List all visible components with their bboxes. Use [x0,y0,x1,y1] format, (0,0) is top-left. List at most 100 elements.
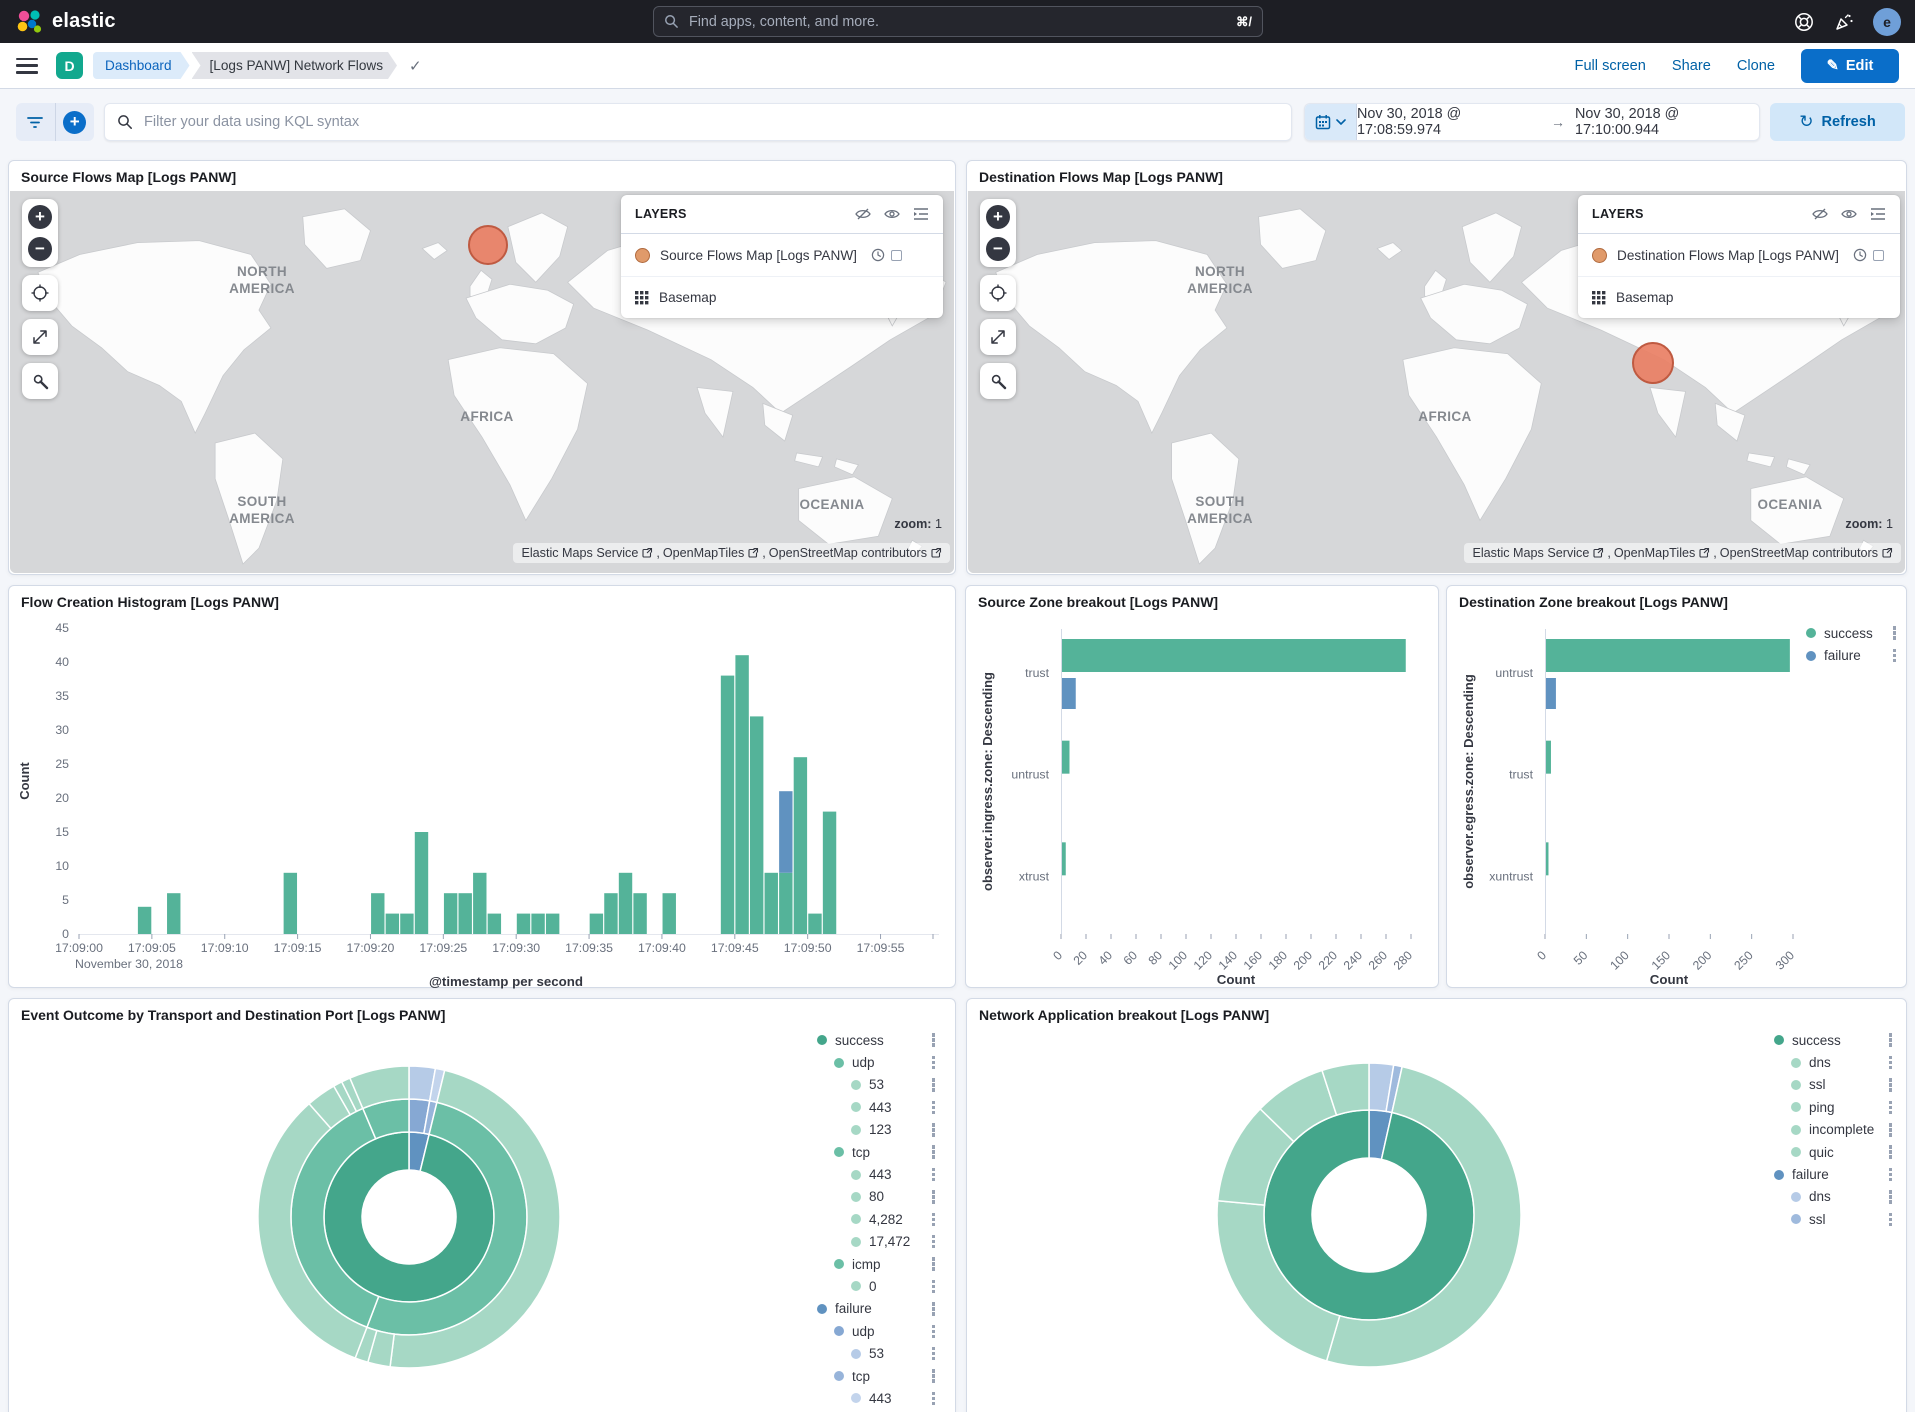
source-map-canvas[interactable]: NORTHAMERICA AFRICA SOUTHAMERICA OCEANIA… [10,191,954,573]
attribution-link[interactable]: OpenMapTiles [1614,546,1695,560]
bar-failure[interactable] [1546,678,1556,709]
legend-item-menu-icon[interactable] [930,1031,938,1049]
legend-item-menu-icon[interactable] [1887,1054,1895,1072]
layer-item-basemap[interactable]: Basemap [1578,276,1900,318]
expand-button[interactable] [980,319,1016,355]
legend-item[interactable]: 443 [813,1387,937,1409]
fullscreen-link[interactable]: Full screen [1575,58,1646,74]
histogram-bar[interactable] [473,873,486,934]
map-tools-button[interactable] [980,363,1016,399]
legend-item[interactable]: failure [813,1298,937,1320]
sunburst-slice-success[interactable] [324,1132,494,1302]
kql-input[interactable] [142,113,1279,131]
global-search-input[interactable] [687,13,1228,31]
histogram-bar[interactable] [386,914,399,934]
histogram-bar[interactable] [517,914,530,934]
histogram-bar[interactable] [735,655,748,934]
legend-item[interactable]: udp [813,1051,937,1073]
edit-button[interactable]: ✎ Edit [1801,49,1899,83]
legend-item[interactable]: icmp [813,1253,937,1275]
histogram-bar[interactable] [488,914,501,934]
histogram-bar[interactable] [167,893,180,934]
legend-item-menu-icon[interactable] [930,1166,938,1184]
histogram-bar[interactable] [633,893,646,934]
histogram-bar[interactable] [750,716,763,934]
attribution-link[interactable]: Elastic Maps Service [1472,546,1589,560]
legend-item[interactable]: dns [1770,1186,1894,1208]
legend-item[interactable]: failure [1802,644,1898,666]
legend-item-menu-icon[interactable] [1887,1166,1895,1184]
legend-item[interactable]: dns [1770,1051,1894,1073]
elastic-brand[interactable]: elastic [16,8,116,36]
zoom-in-button[interactable]: + [986,205,1010,229]
layer-item[interactable]: Destination Flows Map [Logs PANW] [1578,234,1900,276]
legend-item-menu-icon[interactable] [930,1255,938,1273]
date-end[interactable]: Nov 30, 2018 @ 17:10:00.944 [1575,106,1759,138]
histogram-bar[interactable] [371,893,384,934]
legend-item[interactable]: incomplete [1770,1119,1894,1141]
histogram-bar[interactable] [765,873,778,934]
share-link[interactable]: Share [1672,58,1711,74]
legend-item[interactable]: tcp [813,1141,937,1163]
legend-item-menu-icon[interactable] [1891,624,1899,642]
global-search[interactable]: ⌘/ [653,6,1263,37]
legend-item-menu-icon[interactable] [930,1345,938,1363]
layer-item-basemap[interactable]: Basemap [621,276,943,318]
legend-item-menu-icon[interactable] [1887,1143,1895,1161]
legend-item[interactable]: failure [1770,1163,1894,1185]
bar-success[interactable] [1546,639,1790,672]
legend-item[interactable]: 80 [813,1186,937,1208]
histogram-bar[interactable] [779,873,792,934]
legend-item-menu-icon[interactable] [1887,1121,1895,1139]
map-tools-button[interactable] [22,363,58,399]
help-icon[interactable] [1793,11,1815,33]
legend-item-menu-icon[interactable] [930,1054,938,1072]
histogram-bar[interactable] [400,914,413,934]
zoom-in-button[interactable]: + [28,205,52,229]
legend-item[interactable]: ping [1770,1096,1894,1118]
legend-item-menu-icon[interactable] [930,1390,938,1408]
zoom-out-button[interactable]: − [986,237,1010,261]
legend-item[interactable]: success [1802,622,1898,644]
legend-item[interactable]: udp [813,1320,937,1342]
dashboard-app-icon[interactable]: D [56,52,83,79]
layer-checkbox[interactable] [891,250,902,261]
histogram-bar[interactable] [808,914,821,934]
legend-item-menu-icon[interactable] [930,1099,938,1117]
bar-success[interactable] [1062,639,1406,672]
add-filter-button[interactable]: + [56,103,95,141]
date-start[interactable]: Nov 30, 2018 @ 17:08:59.974 [1357,106,1541,138]
hide-all-layers-icon[interactable] [1812,206,1828,222]
histogram-bar[interactable] [444,893,457,934]
legend-item-menu-icon[interactable] [1891,647,1899,665]
user-avatar[interactable]: e [1873,8,1901,36]
map-attribution[interactable]: Elastic Maps Service, OpenMapTiles, Open… [1464,543,1901,563]
histogram-bar[interactable] [459,893,472,934]
legend-item-menu-icon[interactable] [930,1211,938,1229]
legend-item[interactable]: tcp [813,1365,937,1387]
bar-success[interactable] [1546,741,1551,774]
legend-item-menu-icon[interactable] [930,1076,938,1094]
histogram-bar[interactable] [604,893,617,934]
attribution-link[interactable]: OpenStreetMap contributors [1720,546,1878,560]
fit-to-data-button[interactable] [22,275,58,311]
legend-item-menu-icon[interactable] [1887,1099,1895,1117]
histogram-bar-failure[interactable] [779,791,792,873]
legend-item-menu-icon[interactable] [930,1367,938,1385]
legend-item-menu-icon[interactable] [1887,1031,1895,1049]
filter-icon[interactable] [16,103,55,141]
histogram-bar[interactable] [531,914,544,934]
legend-item-menu-icon[interactable] [930,1188,938,1206]
attribution-link[interactable]: OpenStreetMap contributors [769,546,927,560]
show-all-layers-icon[interactable] [1841,206,1857,222]
legend-item[interactable]: ssl [1770,1074,1894,1096]
histogram-bar[interactable] [823,812,836,934]
expand-button[interactable] [22,319,58,355]
legend-item-menu-icon[interactable] [1887,1211,1895,1229]
legend-item[interactable]: 4,282 [813,1208,937,1230]
legend-item[interactable]: 53 [813,1074,937,1096]
bar-failure[interactable] [1062,678,1076,709]
collapse-panel-icon[interactable] [1870,206,1886,222]
legend-item[interactable]: 123 [813,1119,937,1141]
collapse-panel-icon[interactable] [913,206,929,222]
